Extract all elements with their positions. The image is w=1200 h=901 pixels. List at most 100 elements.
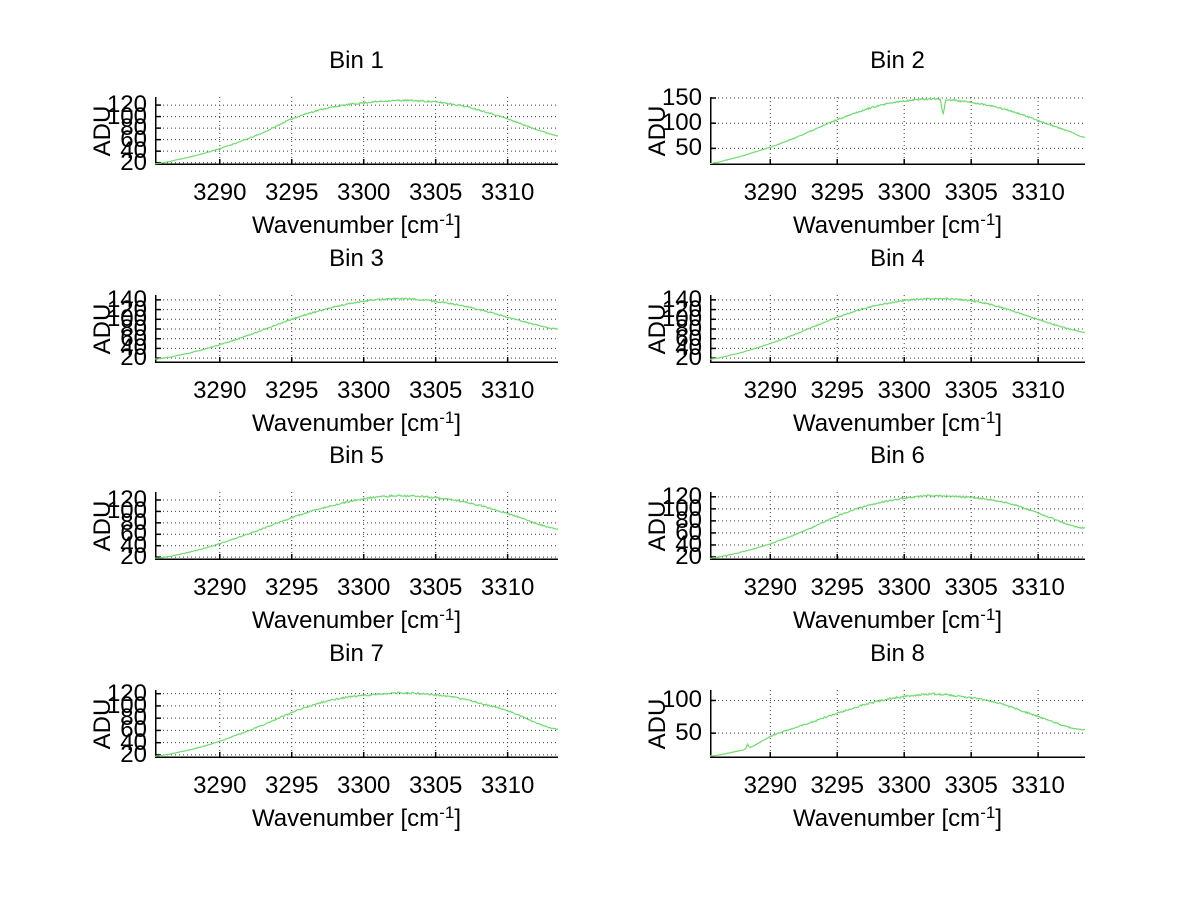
x-axis-label-superscript: -1: [980, 605, 996, 624]
y-tick-label: 120: [661, 482, 702, 510]
x-tick-label: 3295: [810, 377, 864, 404]
plot-area: [709, 97, 1086, 165]
x-axis-label-tail: ]: [995, 212, 1002, 239]
x-tick-label: 3300: [877, 377, 931, 404]
x-axis-label-superscript: -1: [439, 408, 455, 427]
y-tick-label: 60: [120, 125, 147, 153]
y-tick-label: 40: [675, 530, 702, 558]
x-axis-label-text: Wavenumber [cm: [793, 212, 981, 239]
x-axis-label-tail: ]: [454, 212, 461, 239]
x-tick-label: 3305: [944, 772, 998, 799]
x-tick-label: 3310: [480, 574, 535, 601]
x-tick-label: 3295: [265, 574, 319, 601]
y-tick-label: 120: [106, 679, 147, 707]
x-tick-label: 3300: [877, 772, 931, 799]
y-tick-label: 100: [106, 305, 147, 333]
y-tick-label: 80: [120, 315, 147, 342]
x-tick-label: 3310: [1011, 179, 1065, 206]
x-tick-label: 3310: [480, 377, 535, 404]
x-tick-label: 3290: [193, 179, 247, 206]
y-tick-label: 40: [120, 137, 147, 165]
x-axis-label-text: Wavenumber [cm: [793, 805, 981, 832]
x-tick-label: 3305: [408, 772, 463, 799]
x-tick-label: 3305: [944, 179, 998, 206]
x-tick-label: 3295: [265, 179, 319, 206]
x-tick-label: 3300: [877, 574, 931, 601]
x-axis-label-tail: ]: [995, 607, 1002, 634]
x-tick-label: 3290: [743, 377, 797, 404]
x-axis-label-tail: ]: [995, 410, 1002, 437]
y-tick-label: 20: [120, 740, 147, 768]
x-axis-label: Wavenumber [cm-1]: [710, 803, 1085, 833]
y-tick-label: 100: [106, 102, 147, 130]
x-axis-label-text: Wavenumber [cm: [252, 410, 440, 437]
spectrum-line: [154, 98, 559, 165]
x-axis-label-text: Wavenumber [cm: [793, 607, 981, 634]
x-axis-label-text: Wavenumber [cm: [793, 410, 981, 437]
y-tick-label: 60: [120, 520, 147, 548]
x-tick-label: 3295: [810, 574, 864, 601]
y-tick-label: 50: [675, 134, 702, 162]
plot-area: [709, 295, 1086, 363]
y-tick-label: 20: [675, 344, 702, 372]
y-tick-label: 140: [106, 285, 147, 313]
x-tick-label: 3290: [743, 179, 797, 206]
subplot-title: Bin 5: [329, 442, 384, 469]
y-tick-label: 50: [675, 719, 702, 747]
x-axis-label: Wavenumber [cm-1]: [710, 605, 1085, 635]
x-tick-label: 3300: [336, 574, 391, 601]
x-tick-label: 3310: [1011, 377, 1065, 404]
subplot-title: Bin 1: [329, 47, 384, 74]
x-axis-label-text: Wavenumber [cm: [252, 805, 440, 832]
plot-area: [710, 690, 1086, 758]
x-tick-label: 3305: [408, 179, 463, 206]
y-tick-label: 100: [106, 497, 147, 525]
plot-area: [154, 492, 559, 560]
y-tick-label: 60: [120, 324, 147, 352]
x-axis-label-tail: ]: [454, 805, 461, 832]
x-tick-label: 3295: [810, 179, 864, 206]
x-tick-label: 3290: [193, 772, 247, 799]
x-tick-label: 3295: [810, 772, 864, 799]
spectrum-line: [709, 97, 1086, 165]
spectrum-line: [710, 692, 1086, 757]
spectrum-line: [154, 297, 559, 360]
subplot-title: Bin 7: [329, 640, 384, 667]
x-axis-label: Wavenumber [cm-1]: [710, 210, 1085, 240]
x-tick-label: 3310: [480, 179, 535, 206]
x-tick-label: 3290: [743, 574, 797, 601]
y-tick-label: 120: [106, 91, 147, 119]
x-tick-label: 3310: [1011, 772, 1065, 799]
y-tick-label: 100: [106, 691, 147, 719]
x-tick-label: 3295: [265, 772, 319, 799]
x-tick-label: 3305: [944, 377, 998, 404]
x-axis-label-superscript: -1: [980, 803, 996, 822]
y-tick-label: 20: [675, 542, 702, 570]
y-tick-label: 40: [120, 334, 147, 362]
plot-area: [154, 97, 559, 165]
x-axis-label-superscript: -1: [439, 605, 455, 624]
x-axis-label-text: Wavenumber [cm: [252, 607, 440, 634]
y-tick-label: 80: [120, 114, 147, 142]
x-axis-label-tail: ]: [454, 607, 461, 634]
x-tick-label: 3290: [193, 377, 247, 404]
y-tick-label: 20: [120, 344, 147, 372]
x-tick-label: 3310: [480, 772, 535, 799]
x-axis-label-superscript: -1: [980, 408, 996, 427]
x-tick-label: 3300: [336, 377, 391, 404]
x-axis-label: Wavenumber [cm-1]: [155, 210, 558, 240]
y-tick-label: 120: [661, 295, 702, 323]
spectrum-line: [709, 297, 1086, 360]
subplot-title: Bin 3: [329, 245, 384, 272]
y-tick-label: 150: [661, 84, 702, 111]
y-tick-label: 60: [120, 716, 147, 744]
subplot-title: Bin 4: [870, 245, 925, 272]
x-axis-label-text: Wavenumber [cm: [252, 212, 440, 239]
subplot-title: Bin 2: [870, 47, 925, 74]
x-tick-label: 3290: [743, 772, 797, 799]
x-tick-label: 3300: [336, 179, 391, 206]
x-axis-label-superscript: -1: [439, 803, 455, 822]
y-tick-label: 40: [675, 334, 702, 362]
x-axis-label-superscript: -1: [980, 210, 996, 229]
